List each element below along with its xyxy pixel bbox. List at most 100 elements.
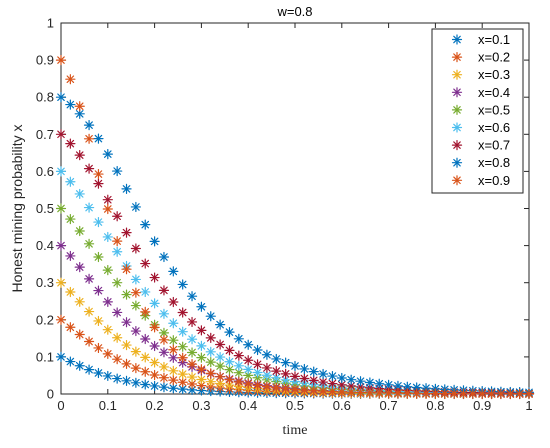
data-point <box>215 371 226 382</box>
data-point <box>289 371 301 382</box>
y-tick-label: 0.8 <box>36 90 54 105</box>
legend-marker <box>451 51 463 63</box>
data-point <box>140 379 151 390</box>
data-point <box>102 203 113 215</box>
data-point <box>65 250 76 262</box>
legend-label: x=0.8 <box>478 155 510 170</box>
data-point <box>205 381 216 392</box>
data-point <box>158 308 170 319</box>
data-point <box>140 286 151 298</box>
data-point <box>205 346 216 357</box>
data-point <box>55 92 67 103</box>
data-point <box>252 380 263 391</box>
data-point <box>439 388 450 399</box>
data-point <box>140 306 151 317</box>
data-point <box>121 264 132 275</box>
data-point <box>149 322 160 333</box>
legend-label: x=0.9 <box>478 173 510 188</box>
x-tick-label: 0.7 <box>380 398 398 413</box>
data-point <box>140 333 151 345</box>
data-point <box>243 364 254 375</box>
data-point <box>102 348 113 359</box>
data-point <box>177 279 188 290</box>
data-point <box>224 356 235 367</box>
x-tick-label: 0.5 <box>286 398 304 413</box>
data-point <box>252 344 263 356</box>
data-point <box>158 382 170 393</box>
data-point <box>168 375 179 386</box>
data-point <box>112 373 123 384</box>
data-point <box>299 373 310 384</box>
data-point <box>196 364 207 375</box>
data-point <box>392 380 404 391</box>
y-tick-label: 0.5 <box>36 201 54 216</box>
y-tick-label: 0 <box>47 387 54 402</box>
legend-label: x=0.1 <box>478 32 510 47</box>
data-point <box>112 307 123 318</box>
data-point <box>65 74 76 85</box>
data-point <box>149 298 160 309</box>
data-point <box>112 165 123 177</box>
data-point <box>327 386 338 397</box>
data-point <box>158 347 170 358</box>
data-point <box>168 318 179 329</box>
legend-label: x=0.7 <box>478 138 510 153</box>
data-point <box>467 388 478 399</box>
series-x=0.9 <box>55 54 535 399</box>
legend-label: x=0.3 <box>478 67 510 82</box>
data-point <box>374 378 385 389</box>
data-point <box>299 363 310 375</box>
y-tick-label: 0.4 <box>36 238 54 253</box>
data-point <box>411 388 422 399</box>
data-point <box>121 339 132 351</box>
data-point <box>83 202 95 213</box>
data-point <box>177 384 188 395</box>
legend: x=0.1 x=0.2 x=0.3 x=0.4 x=0.5 x=0.6 x=0.7 x=0.8… <box>431 28 524 194</box>
data-point <box>55 166 67 177</box>
data-point <box>177 369 188 380</box>
data-point <box>177 341 188 352</box>
data-point <box>317 386 329 397</box>
data-point <box>158 372 170 383</box>
data-point <box>112 354 123 365</box>
legend-marker <box>451 34 463 45</box>
data-point <box>168 335 179 346</box>
data-point <box>364 387 375 398</box>
data-point <box>149 380 160 392</box>
legend-marker <box>451 157 463 168</box>
data-point <box>402 388 413 399</box>
data-point <box>224 327 235 338</box>
data-point <box>93 285 104 296</box>
data-point <box>102 296 113 307</box>
data-point <box>130 287 141 298</box>
data-point <box>177 326 188 337</box>
data-point <box>346 374 357 385</box>
data-point <box>55 351 67 362</box>
data-point <box>83 336 95 347</box>
legend-label: x=0.4 <box>478 85 510 100</box>
data-point <box>83 120 95 131</box>
data-point <box>55 314 67 325</box>
data-point <box>93 133 104 144</box>
series-x=0.8 <box>55 92 535 398</box>
data-point <box>74 188 85 200</box>
legend-marker <box>451 69 463 80</box>
data-point <box>186 334 198 345</box>
data-point <box>74 225 85 237</box>
data-point <box>233 360 244 371</box>
data-point <box>243 370 254 381</box>
legend-marker <box>451 140 463 151</box>
data-point <box>233 333 244 344</box>
y-tick-label: 0.7 <box>36 127 54 142</box>
data-point <box>336 372 347 384</box>
data-point <box>430 388 441 399</box>
x-tick-label: 0.3 <box>192 398 210 413</box>
data-point <box>364 377 375 388</box>
data-point <box>93 216 104 228</box>
data-point <box>130 243 141 254</box>
data-point <box>196 340 207 351</box>
x-tick-label: 0.8 <box>426 398 444 413</box>
data-point <box>252 359 263 370</box>
data-point <box>74 329 85 340</box>
